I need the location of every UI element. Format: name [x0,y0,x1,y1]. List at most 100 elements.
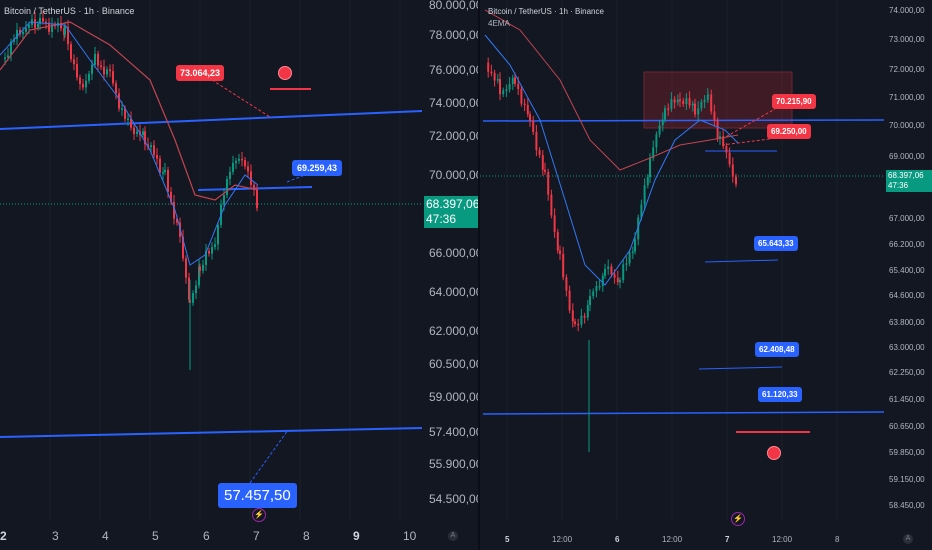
candle-body [697,108,700,115]
candle-body [505,89,508,91]
candle-body [76,64,78,78]
candle-body [655,134,658,148]
time-tick: 3 [52,529,59,543]
candle-body [91,64,93,74]
candle-body [214,244,216,248]
candle-body [109,69,111,72]
price-tick: 60.650,00 [889,422,925,431]
candle-body [73,59,75,65]
price-tick: 59.850,00 [889,448,925,457]
candle-body [100,65,102,68]
candle-body [601,275,604,286]
candle-body [247,166,249,172]
fast-ema-line [0,21,259,266]
price-tick: 55.900,00 [429,457,478,471]
panel-divider[interactable] [478,0,480,550]
candle-body [22,31,24,35]
candle-body [37,23,39,28]
candle-body [685,98,688,104]
flash-icon[interactable]: ⚡ [252,508,266,522]
candle-body [547,171,550,195]
candle-body [652,147,655,159]
resistance-label-1[interactable]: 70.215,90 [772,94,816,109]
support-label-2[interactable]: 62.408,48 [755,342,799,357]
lower-trendline [0,427,423,438]
time-tick: 5 [505,535,510,544]
price-tick: 59.000,00 [429,390,478,404]
auto-scale-icon[interactable]: A [903,534,913,544]
resistance-label-2[interactable]: 69.250,00 [767,124,811,139]
candle-body [164,169,166,173]
price-tick: 63.800,00 [889,318,925,327]
candle-body [153,145,155,156]
price-tick: 62.250,00 [889,368,925,377]
alert-marker-icon[interactable] [278,66,292,80]
candle-body [640,204,643,218]
support-label-1[interactable]: 65.643,33 [754,236,798,251]
price-tick: 70.000,00 [889,121,925,130]
candle-body [112,71,114,84]
candle-body [124,108,126,119]
left-chart-panel[interactable]: Bitcoin / TetherUS · 1h · Binance 73.064… [0,0,478,550]
candle-body [694,103,696,115]
indicator-label[interactable]: 4EMA [488,19,510,28]
level-label-blue[interactable]: 69.259,43 [292,160,343,176]
candle-body [598,285,601,288]
candle-body [223,195,225,205]
flash-icon[interactable]: ⚡ [731,512,745,526]
support-line [482,411,885,415]
time-tick: 6 [203,529,210,543]
time-tick: 9 [353,529,360,543]
candle-body [710,94,713,112]
right-chart-panel[interactable]: Bitcoin / TetherUS · 1h · Binance 4EMA 7… [480,0,932,550]
candle-body [4,57,6,60]
time-tick: 7 [253,529,260,543]
price-tick: 57.400,00 [429,425,478,439]
right-chart-canvas[interactable] [480,0,932,550]
price-tick: 73.000,00 [889,35,925,44]
candle-body [667,108,670,110]
candle-body [496,79,499,81]
candle-body [42,18,44,22]
candle-body [535,132,538,151]
candle-body [691,103,694,106]
candle-body [595,285,598,292]
support-label-3[interactable]: 61.120,33 [758,387,802,402]
connector [211,79,271,118]
candle-body [25,27,27,32]
price-tick: 74.000,00 [429,96,478,110]
price-tick: 71.000,00 [889,93,925,102]
time-tick: 7 [725,535,730,544]
left-chart-canvas[interactable] [0,0,478,550]
left-chart-title: Bitcoin / TetherUS · 1h · Binance [4,6,135,16]
current-price: 68.397,06 [888,171,924,180]
candle-body [583,315,586,318]
price-tick: 64.000,00 [429,285,478,299]
alert-marker-icon[interactable] [767,446,781,460]
candle-body [142,131,144,136]
candle-body [722,136,725,147]
candle-body [577,323,580,326]
time-tick: 12:00 [772,535,793,544]
candle-body [211,247,213,254]
big-target-label[interactable]: 57.457,50 [218,483,297,508]
candle-body [622,264,625,281]
candle-body [649,158,651,177]
candle-body [226,178,228,196]
candle-body [634,239,636,252]
auto-scale-icon[interactable]: A [448,531,458,541]
candle-body [127,118,129,121]
candle-body [526,104,529,115]
candle-body [256,189,258,209]
candle-body [182,236,184,259]
candle-body [673,99,676,103]
candle-body [610,266,613,275]
candle-body [217,225,219,245]
candle-body [103,66,105,75]
target-label-red[interactable]: 73.064,23 [176,65,225,81]
candle-body [45,21,47,24]
candle-body [586,305,589,318]
candle-body [565,277,568,291]
candle-body [94,53,96,65]
candle-body [176,218,178,223]
